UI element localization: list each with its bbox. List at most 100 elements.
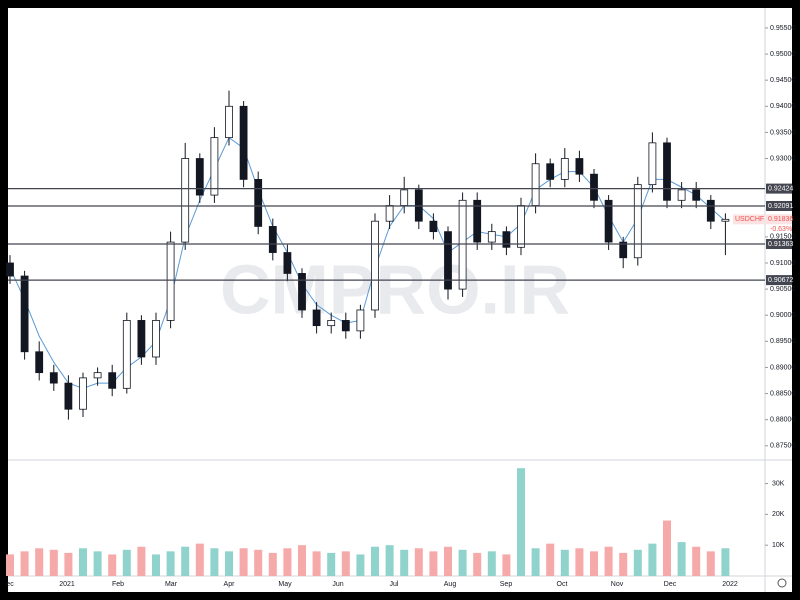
time-label: May bbox=[278, 581, 292, 588]
candle-body bbox=[298, 273, 306, 311]
time-label: Mar bbox=[165, 581, 178, 588]
volume-bar bbox=[677, 542, 686, 576]
candle-body bbox=[371, 220, 379, 311]
volume-tick-label: 10K bbox=[772, 542, 785, 549]
volume-bar bbox=[721, 548, 730, 576]
candle-body bbox=[225, 105, 233, 139]
volume-bar bbox=[575, 548, 584, 576]
volume-bar bbox=[385, 545, 394, 576]
volume-bar bbox=[546, 543, 555, 576]
volume-bar bbox=[254, 549, 263, 576]
candle-body bbox=[35, 351, 44, 374]
settings-icon[interactable] bbox=[777, 578, 787, 588]
volume-bar bbox=[648, 543, 657, 576]
volume-bar bbox=[444, 546, 452, 576]
candle-body bbox=[531, 163, 540, 206]
volume-bar bbox=[79, 548, 87, 576]
candle-body bbox=[546, 163, 555, 180]
candle-body bbox=[590, 173, 598, 201]
y-tick-label: 0.95000 bbox=[770, 51, 795, 58]
time-label: Nov bbox=[611, 581, 624, 588]
candle-body bbox=[49, 372, 58, 384]
time-label: Aug bbox=[444, 581, 457, 588]
y-tick-label: 0.89500 bbox=[770, 338, 795, 345]
volume-bar bbox=[371, 546, 379, 576]
level-label-bg bbox=[766, 275, 792, 286]
level-label: 0.90672 bbox=[768, 277, 793, 284]
volume-bar bbox=[663, 520, 671, 576]
volume-bar bbox=[531, 548, 540, 576]
volume-bar bbox=[356, 554, 365, 576]
symbol-tag: USDCHF bbox=[735, 216, 764, 223]
candle-body bbox=[677, 189, 686, 201]
volume-bar bbox=[166, 551, 175, 576]
candle-body bbox=[239, 105, 248, 180]
candle-body bbox=[458, 199, 467, 290]
y-tick-label: 0.90500 bbox=[770, 286, 795, 293]
candle-body bbox=[108, 372, 117, 389]
candle-body bbox=[6, 262, 14, 277]
candle-body bbox=[268, 226, 277, 253]
volume-bar bbox=[590, 551, 598, 576]
time-label: Apr bbox=[224, 581, 236, 588]
y-tick-label: 0.91500 bbox=[770, 234, 795, 241]
volume-bar bbox=[400, 549, 409, 576]
volume-bar bbox=[35, 548, 44, 576]
y-tick-label: 0.89000 bbox=[770, 364, 795, 371]
time-label: 2022 bbox=[722, 581, 738, 588]
volume-bar bbox=[487, 551, 496, 576]
volume-bar bbox=[6, 554, 14, 576]
volume-bar bbox=[502, 554, 511, 576]
y-tick-label: 0.93500 bbox=[770, 129, 795, 136]
level-label-bg bbox=[766, 183, 792, 194]
candle-body bbox=[692, 189, 701, 201]
candle-body bbox=[356, 309, 365, 332]
y-tick-label: 0.90000 bbox=[770, 312, 795, 319]
candle-body bbox=[517, 205, 525, 248]
y-tick-label: 0.88500 bbox=[770, 390, 795, 397]
level-label-bg bbox=[766, 200, 792, 211]
volume-bar bbox=[195, 543, 204, 576]
candle-body bbox=[152, 320, 160, 358]
candle-body bbox=[473, 199, 482, 243]
volume-bar bbox=[239, 548, 248, 576]
volume-tick-label: 30K bbox=[772, 480, 785, 487]
volume-bar bbox=[312, 551, 321, 576]
y-tick-label: 0.95500 bbox=[770, 25, 795, 32]
volume-bar bbox=[604, 546, 613, 576]
level-label: 0.92091 bbox=[768, 203, 793, 210]
candle-body bbox=[166, 241, 175, 321]
candle-body bbox=[619, 241, 628, 259]
volume-bar bbox=[619, 552, 628, 576]
candle-body bbox=[575, 158, 584, 175]
candle-body bbox=[181, 158, 190, 243]
volume-bar bbox=[210, 548, 219, 576]
candle-body bbox=[20, 275, 29, 353]
volume-bar bbox=[473, 552, 482, 576]
volume-bar bbox=[706, 551, 715, 576]
time-label: Jul bbox=[390, 581, 399, 588]
change: -0.63% bbox=[770, 226, 792, 233]
level-label: 0.92424 bbox=[768, 185, 793, 192]
volume-bar bbox=[225, 551, 233, 576]
volume-bar bbox=[341, 551, 350, 576]
time-label: Oct bbox=[557, 581, 568, 588]
candle-body bbox=[64, 382, 73, 410]
y-tick-label: 0.91000 bbox=[770, 260, 795, 267]
volume-bar bbox=[122, 549, 131, 576]
volume-bar bbox=[137, 546, 146, 576]
volume-bar bbox=[283, 548, 292, 576]
candle-body bbox=[312, 309, 321, 327]
time-label: Dec bbox=[664, 581, 677, 588]
candle-body bbox=[429, 220, 438, 233]
candle-body bbox=[444, 231, 452, 290]
time-label: Jun bbox=[332, 581, 343, 588]
candle-body bbox=[327, 320, 336, 327]
candle-body bbox=[604, 199, 613, 243]
level-label-bg bbox=[766, 239, 792, 250]
candle-body bbox=[633, 184, 642, 259]
y-tick-label: 0.94500 bbox=[770, 77, 795, 84]
candle-body bbox=[122, 320, 131, 389]
volume-bar bbox=[49, 549, 58, 576]
